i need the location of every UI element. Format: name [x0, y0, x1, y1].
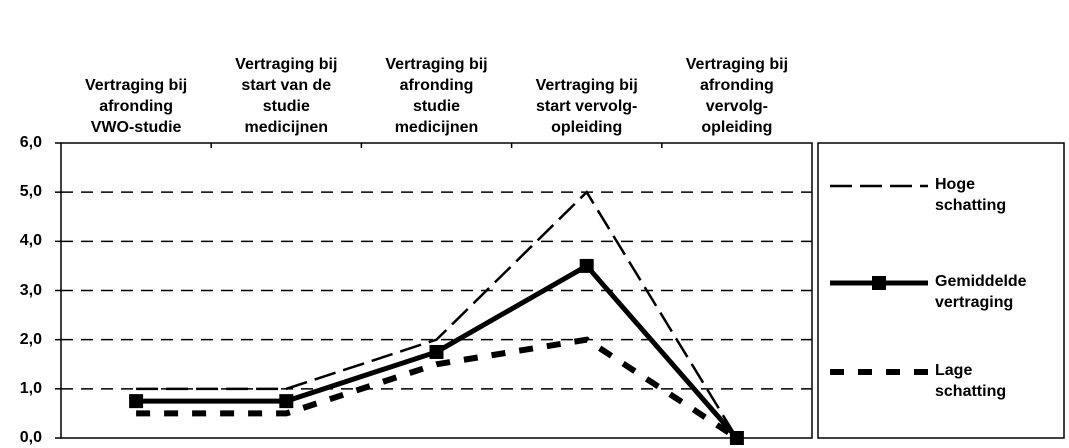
legend-marker: [872, 276, 886, 290]
x-tick-label: Vertraging bij start van de studie medic…: [235, 56, 338, 136]
y-tick-label: 1,0: [19, 379, 42, 397]
marker: [279, 394, 294, 409]
y-tick-label: 5,0: [19, 183, 42, 201]
x-tick-label: Vertraging bij afronding vervolg- opleid…: [685, 56, 789, 136]
plot-border: [60, 142, 813, 439]
y-tick-label: 0,0: [19, 429, 42, 446]
y-tick-label: 2,0: [19, 330, 42, 348]
x-tick-label: Vertraging bij afronding studie medicijn…: [385, 56, 488, 136]
legend-box: [817, 142, 1065, 439]
legend-label: Gemiddelde vertraging: [935, 273, 1027, 311]
legend-label: Lage schatting: [935, 362, 1007, 400]
series-line: [136, 190, 738, 439]
x-tick-label: Vertraging bij afronding VWO-studie: [84, 77, 188, 136]
y-tick-label: 4,0: [19, 232, 42, 250]
marker: [729, 431, 744, 445]
legend-label: Hoge schatting: [935, 176, 1007, 214]
marker: [429, 344, 444, 359]
y-tick-label: 6,0: [19, 134, 42, 151]
y-tick-label: 3,0: [19, 281, 42, 299]
marker: [579, 258, 594, 273]
x-tick-label: Vertraging bij start vervolg- opleiding: [535, 77, 638, 136]
series-line: [136, 336, 739, 441]
marker: [129, 394, 144, 409]
